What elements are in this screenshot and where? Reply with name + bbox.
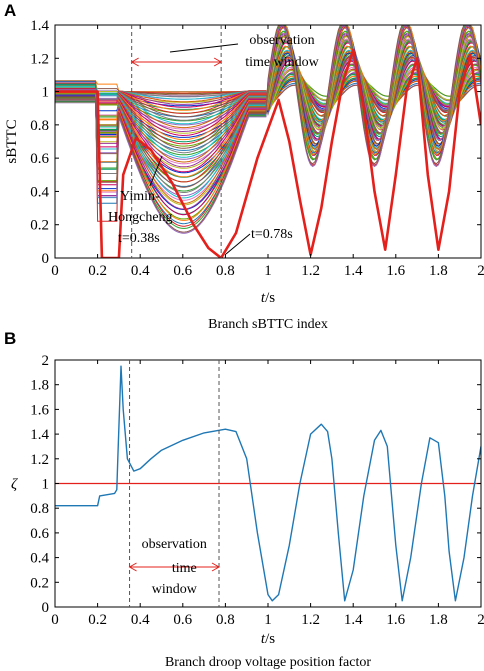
b-y-tick-label: 0.8 [30, 501, 49, 517]
a-x-tick-label: 1 [264, 263, 272, 279]
panel-letter-b: B [4, 329, 16, 348]
branch-curve [55, 45, 481, 178]
a-y-tick-label: 1 [42, 85, 50, 101]
a-x-tick-label: 1.8 [429, 263, 448, 279]
x-axis-label-a: t/s [261, 290, 275, 306]
a-y-tick-label: 1.4 [30, 18, 49, 34]
observation-pointer-a [169, 43, 239, 53]
plot-area-b: 0 0.2 0.4 0.6 0.8 1 1.2 1.4 1.6 1.8 2 0 0.2 0.4 0.6 0.8… [30, 353, 484, 628]
branch-curve [55, 51, 481, 163]
y-axis-label-b: ζ [11, 477, 18, 493]
b-y-tick-label: 2 [42, 353, 50, 369]
b-x-tick-label: 0.8 [216, 612, 235, 628]
b-x-tick-label: 0.6 [173, 612, 192, 628]
y-axis-label-a: sBTTC [4, 119, 20, 163]
b-y-tick-label: 1.2 [30, 452, 49, 468]
panel-b: B 0 0.2 0.4 0.6 0.8 1 1.2 1.4 1.6 1.8 200.20.40.60… [4, 329, 484, 670]
a-x-tick-label: 1.6 [386, 263, 405, 279]
a-y-tick-label: 0.4 [30, 184, 49, 200]
zeta-curves [55, 365, 481, 602]
a-x-tick-label: 0.4 [131, 263, 150, 279]
window-arrow-a-head-left [130, 57, 139, 67]
b-y-tick-label: 1.6 [30, 402, 49, 418]
observation-label-a-2: time window [245, 55, 319, 70]
window-arrow-a-head-right [213, 57, 223, 67]
window-arrow-b-head-left [128, 562, 137, 572]
a-x-tick-label: 0.8 [216, 263, 235, 279]
b-x-tick-label: 0.4 [131, 612, 150, 628]
b-y-tick-label: 0 [42, 600, 50, 616]
b-y-tick-label: 0.6 [30, 526, 49, 542]
panel-a: A 0 0.2 0.4 0.6 0.8 1 1.2 1.4 1.6 1.8 200.20.40.60… [4, 1, 484, 332]
b-y-tick-label: 1.8 [30, 378, 49, 394]
a-x-tick-label: 1.2 [301, 263, 320, 279]
a-x-tick-label: 0.6 [173, 263, 192, 279]
t-start-label: t=0.38s [118, 231, 160, 246]
plot-area-a: 0 0.2 0.4 0.6 0.8 1 1.2 1.4 1.6 1.8 2 0 0.2 0.4 0.6 0.8… [30, 18, 484, 279]
caption-b: Branch droop voltage position factor [165, 655, 371, 670]
branch-curve [55, 25, 481, 233]
a-y-tick-label: 0.2 [30, 218, 49, 234]
b-x-tick-label: 0 [51, 612, 59, 628]
t-end-pointer [225, 233, 251, 255]
b-x-tick-label: 1 [264, 612, 272, 628]
a-y-tick-label: 0 [42, 251, 50, 267]
a-y-tick-label: 0.8 [30, 118, 49, 134]
b-x-tick-label: 1.4 [344, 612, 363, 628]
a-x-tick-label: 2 [477, 263, 484, 279]
branch-label-2: Hongcheng [108, 210, 173, 225]
b-x-tick-label: 1.6 [386, 612, 405, 628]
a-x-tick-label: 0 [51, 263, 59, 279]
zeta-series [55, 365, 481, 602]
a-y-tick-label: 1.2 [30, 51, 49, 67]
observation-label-a-1: observation [249, 33, 314, 48]
a-x-tick-label: 1.4 [344, 263, 363, 279]
t-end-label: t=0.78s [251, 227, 293, 242]
caption-a: Branch sBTTC index [208, 317, 328, 332]
panel-letter-a: A [4, 1, 16, 20]
b-y-tick-label: 1.4 [30, 427, 49, 443]
observation-label-b-1: observation [142, 537, 207, 552]
b-x-tick-label: 1.8 [429, 612, 448, 628]
x-axis-label-b: t/s [261, 631, 275, 647]
branch-label-1: Yimin- [120, 189, 160, 204]
a-y-tick-label: 0.6 [30, 151, 49, 167]
a-x-tick-label: 0.2 [88, 263, 107, 279]
b-x-tick-label: 1.2 [301, 612, 320, 628]
branch-curves [55, 25, 481, 258]
observation-label-b-2: time [172, 561, 197, 576]
b-x-tick-label: 0.2 [88, 612, 107, 628]
branch-pointer [149, 155, 163, 187]
window-arrow-b-head-right [211, 562, 221, 572]
b-y-tick-label: 1 [42, 477, 50, 493]
observation-label-b-3: window [152, 582, 198, 597]
b-x-tick-label: 2 [477, 612, 484, 628]
b-y-tick-label: 0.4 [30, 551, 49, 567]
b-y-tick-label: 0.2 [30, 575, 49, 591]
